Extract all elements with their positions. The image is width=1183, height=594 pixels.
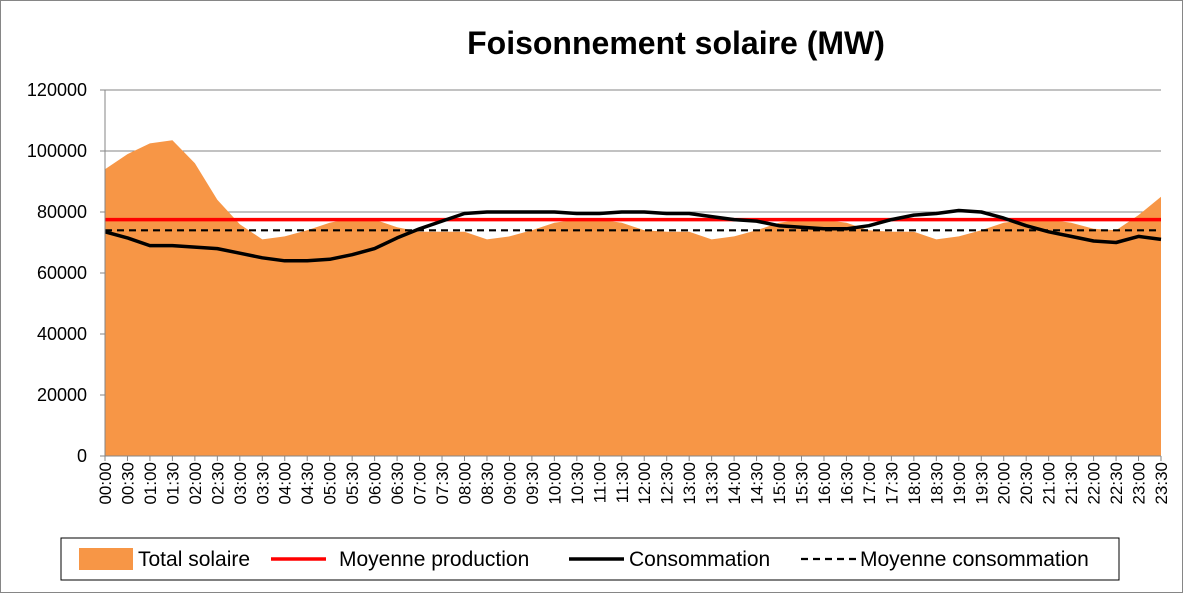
x-tick-label: 07:00	[411, 462, 430, 505]
x-tick-label: 05:00	[321, 462, 340, 505]
axes	[100, 89, 1162, 461]
x-tick-label: 18:00	[905, 462, 924, 505]
x-tick-label: 23:30	[1152, 462, 1171, 505]
legend-label: Moyenne production	[339, 548, 529, 571]
x-tick-label: 17:30	[882, 462, 901, 505]
x-tick-label: 11:00	[590, 462, 609, 503]
x-axis-ticks: 00:00 00:30 01:00 01:30 02:00 02:30 03:00 03:30…	[96, 462, 1171, 505]
x-tick-label: 11:30	[613, 462, 632, 503]
legend-label: Moyenne consommation	[860, 548, 1089, 571]
x-tick-label: 04:00	[276, 462, 295, 505]
x-tick-label: 14:30	[748, 462, 767, 505]
area-total-solaire	[105, 140, 1161, 457]
x-tick-label: 12:00	[635, 462, 654, 505]
x-tick-label: 22:30	[1107, 462, 1126, 505]
x-tick-label: 15:30	[793, 462, 812, 505]
x-tick-label: 07:30	[433, 462, 452, 505]
y-tick-label: 120000	[27, 80, 87, 100]
x-tick-label: 12:30	[658, 462, 677, 505]
x-tick-label: 13:30	[703, 462, 722, 505]
x-tick-label: 09:00	[500, 462, 519, 505]
y-tick-label: 20000	[37, 385, 87, 405]
x-tick-label: 05:30	[343, 462, 362, 505]
legend-label: Consommation	[629, 548, 770, 571]
x-tick-label: 06:30	[388, 462, 407, 505]
x-tick-label: 23:00	[1130, 462, 1149, 505]
x-tick-label: 16:00	[815, 462, 834, 505]
x-tick-label: 03:30	[253, 462, 272, 505]
x-tick-label: 20:00	[995, 462, 1014, 505]
area-series	[105, 140, 1161, 457]
x-tick-label: 21:00	[1040, 462, 1059, 505]
x-tick-label: 14:00	[725, 462, 744, 505]
line-consommation	[104, 208, 1162, 263]
x-tick-label: 03:00	[231, 462, 250, 505]
x-tick-label: 13:00	[680, 462, 699, 505]
legend-label: Total solaire	[138, 548, 250, 571]
y-tick-label: 100000	[27, 141, 87, 161]
x-tick-label: 00:00	[96, 462, 115, 505]
x-tick-label: 00:30	[118, 462, 137, 505]
x-tick-label: 19:30	[972, 462, 991, 505]
x-tick-label: 15:00	[770, 462, 789, 505]
y-tick-label: 40000	[37, 324, 87, 344]
x-tick-label: 18:30	[927, 462, 946, 505]
chart-title: Foisonnement solaire (MW)	[467, 25, 885, 61]
legend-swatch-total-solaire	[79, 548, 133, 570]
x-tick-label: 01:30	[163, 462, 182, 505]
x-tick-label: 16:30	[837, 462, 856, 505]
legend: Total solaire Moyenne production Consommat…	[60, 537, 1120, 581]
y-tick-label: 60000	[37, 263, 87, 283]
x-tick-label: 08:00	[455, 462, 474, 505]
y-axis-ticks: 0 20000 40000 60000 80000 100000 120000	[27, 80, 87, 466]
x-tick-label: 22:00	[1085, 462, 1104, 505]
x-tick-label: 02:30	[208, 462, 227, 505]
line-series	[104, 208, 1162, 263]
x-tick-label: 10:30	[568, 462, 587, 505]
x-tick-label: 08:30	[478, 462, 497, 505]
x-tick-label: 10:00	[545, 462, 564, 505]
y-tick-label: 0	[77, 446, 87, 466]
x-tick-label: 01:00	[141, 462, 160, 505]
x-tick-label: 06:00	[366, 462, 385, 505]
x-tick-label: 04:30	[298, 462, 317, 505]
x-tick-label: 17:00	[860, 462, 879, 505]
x-tick-label: 09:30	[523, 462, 542, 505]
y-tick-label: 80000	[37, 202, 87, 222]
x-tick-label: 21:30	[1062, 462, 1081, 505]
x-tick-label: 19:00	[950, 462, 969, 505]
x-tick-label: 02:00	[186, 462, 205, 505]
x-tick-label: 20:30	[1017, 462, 1036, 505]
